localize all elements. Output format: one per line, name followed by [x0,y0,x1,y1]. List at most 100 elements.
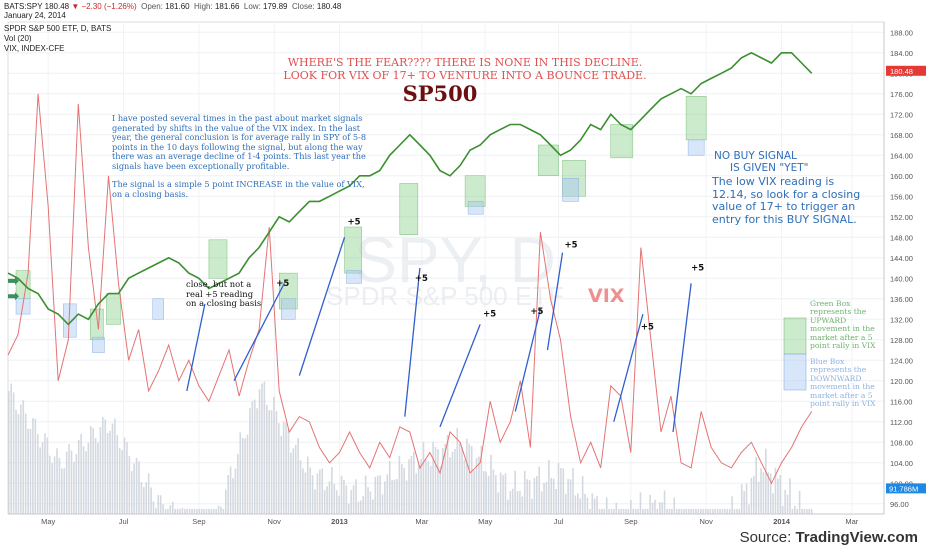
volume-bar [786,494,789,514]
volume-bar [104,419,107,514]
volume-bar [232,477,234,514]
volume-bar [420,459,422,514]
volume-bar [157,495,160,514]
vix-trend-line [546,252,564,351]
volume-bar [709,508,712,514]
spy-line [7,51,813,326]
volume-bar [333,483,336,514]
low-vix-text: The low VIX reading is 12.14, so look fo… [712,176,861,226]
volume-bar [543,483,545,514]
volume-bar [304,472,307,514]
y-tick-label: 148.00 [890,233,913,242]
note-text-2: The signal is a simple 5 point INCREASE … [112,180,365,199]
volume-bar [417,464,420,514]
vix-series [7,93,813,485]
volume-bar [357,501,360,514]
volume-bar [495,475,497,514]
volume-bar [685,508,688,514]
volume-bar [569,479,572,514]
no-buy-line-1: NO BUY SIGNAL [714,150,797,162]
volume-bar [719,508,721,514]
volume-bar [145,482,148,514]
x-tick-label: Mar [845,517,858,526]
volume-bar [106,433,109,514]
volume-bar [338,495,340,514]
volume-bar [75,454,78,514]
volume-bar [528,480,531,514]
volume-bar [32,418,34,514]
volume-bar [396,479,398,514]
volume-bar [548,459,550,514]
volume-bar [630,500,632,514]
volume-bar [772,493,774,514]
volume-bar [97,442,99,514]
volume-bar [379,475,381,514]
spy-series [7,51,813,326]
y-axis[interactable]: 96.00100.00104.00108.00112.00116.00120.0… [883,22,913,514]
y-tick-label: 168.00 [890,131,913,140]
volume-bar [314,489,316,514]
volume-bar [299,460,302,514]
volume-bar [345,485,348,514]
volume-bar [762,472,765,514]
volume-bar [316,473,319,514]
volume-bar [94,438,97,514]
watermark-title: SPY, D [354,224,556,296]
volume-bar [309,467,311,514]
x-axis[interactable]: May Jul Sep Nov 2013 Mar May Jul Sep Nov 2014 Mar [8,513,884,526]
volume-bar [275,411,278,514]
x-tick-label: Jul [119,517,129,526]
volume-bar [46,437,49,514]
volume-bar [572,468,574,514]
volume-bar [463,459,466,514]
volume-bar [244,438,246,514]
close-value: 180.48 [316,2,342,11]
volume-bar [622,508,625,514]
volume-bar [256,408,258,514]
legend-vix[interactable]: VIX, INDEX-CFE [4,44,65,53]
volume-bar [118,448,121,514]
volume-bar [615,502,618,514]
volume-bar [801,508,803,514]
header-date: January 24, 2014 [4,11,66,20]
volume-bar [605,497,608,514]
volume-bar [683,508,685,514]
volume-bar [536,476,538,514]
volume-bar [171,501,174,514]
volume-bar [403,467,406,514]
plus5-label: +5 [641,323,654,333]
legend-spy[interactable]: SPDR S&P 500 ETF, D, BATS [4,24,112,33]
green-signal-box [278,272,298,310]
volume-bar [109,430,111,514]
plus5-label: +5 [530,307,543,317]
volume-bar [234,468,237,514]
volume-bar [579,498,582,514]
source-attribution[interactable]: Source: TradingView.com [740,529,918,546]
volume-bar [405,480,408,514]
volume-bar [278,423,280,514]
symbol[interactable]: BATS:SPY [4,2,43,11]
legend-volume[interactable]: Vol (20) [4,34,32,43]
volume-bar [391,480,393,514]
volume-bar [540,491,543,514]
volume-bar [740,484,743,514]
blue-legend-box: Blue Box represents the DOWNWARD movemen… [810,358,876,408]
volume-bar [504,473,507,514]
entry-arrows [8,276,19,301]
volume-bar [552,478,555,514]
volume-bar [663,490,666,514]
volume-bar [639,492,642,514]
volume-bar [393,479,396,514]
volume-bar [750,477,753,514]
volume-bar [475,457,478,514]
volume-bar [400,464,403,514]
open-value: 181.60 [165,2,190,11]
volume-bar [533,478,536,514]
volume-bar [748,504,750,514]
volume-bar [82,446,85,514]
volume-bar [707,508,709,514]
volume-bar [487,475,490,514]
volume-bar [362,496,365,514]
y-tick-label: 108.00 [890,438,913,447]
